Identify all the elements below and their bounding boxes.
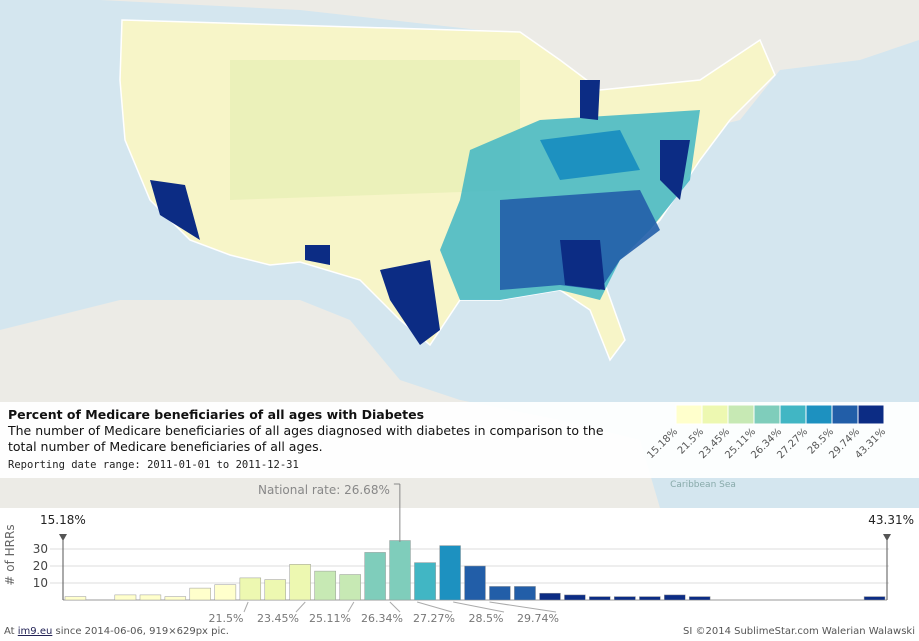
footer-text: At bbox=[4, 626, 15, 637]
region bbox=[540, 130, 640, 180]
histogram-panel bbox=[0, 508, 919, 616]
footer-link[interactable]: im9.eu bbox=[17, 626, 53, 637]
title: Percent of Medicare beneficiaries of all… bbox=[8, 407, 425, 422]
region bbox=[230, 60, 520, 200]
description: The number of Medicare beneficiaries of … bbox=[8, 423, 604, 454]
date-range: Reporting date range: 2011-01-01 to 2011… bbox=[8, 459, 299, 471]
footer-text: since 2014-06-06, 919×629px pic. bbox=[55, 626, 229, 637]
info-panel: Percent of Medicare beneficiaries of all… bbox=[0, 402, 919, 478]
region bbox=[150, 80, 690, 345]
footer-right: SI ©2014 SublimeStar.com Walerian Walaws… bbox=[683, 626, 915, 637]
sea-label: Caribbean Sea bbox=[670, 480, 736, 490]
footer-left: At im9.eu since 2014-06-06, 919×629px pi… bbox=[4, 626, 229, 637]
